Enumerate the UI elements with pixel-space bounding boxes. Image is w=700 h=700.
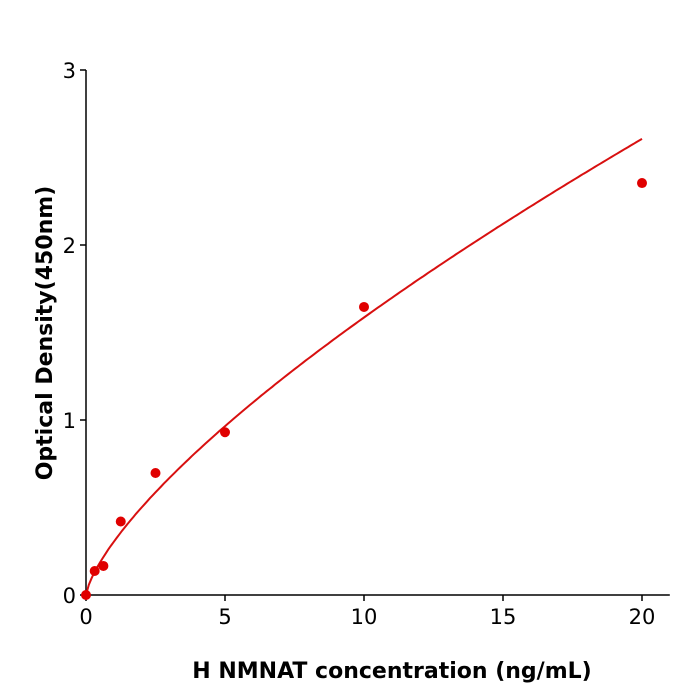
data-points xyxy=(81,178,647,600)
fit-curve xyxy=(85,138,643,596)
y-tick-label: 1 xyxy=(63,409,76,433)
data-point xyxy=(81,590,91,600)
y-tick-label: 0 xyxy=(63,584,76,608)
x-tick-label: 15 xyxy=(490,605,517,629)
y-tick-label: 2 xyxy=(63,234,76,258)
x-tick-label: 20 xyxy=(629,605,656,629)
data-point xyxy=(220,427,230,438)
x-tick-label: 5 xyxy=(218,605,231,629)
x-axis-label: H NMNAT concentration (ng/mL) xyxy=(192,659,591,684)
data-point xyxy=(637,178,647,189)
x-tick-label: 10 xyxy=(351,605,378,629)
x-tick-label: 0 xyxy=(79,605,92,629)
y-axis-label: Optical Density(450nm) xyxy=(33,186,58,481)
y-tick-label: 3 xyxy=(63,59,76,83)
data-point xyxy=(359,301,369,312)
data-point xyxy=(89,566,100,577)
axes: 0 5 10 15 20 0 1 2 3 xyxy=(63,59,670,629)
data-point xyxy=(98,560,109,571)
data-point xyxy=(115,516,126,527)
data-point xyxy=(150,468,161,479)
